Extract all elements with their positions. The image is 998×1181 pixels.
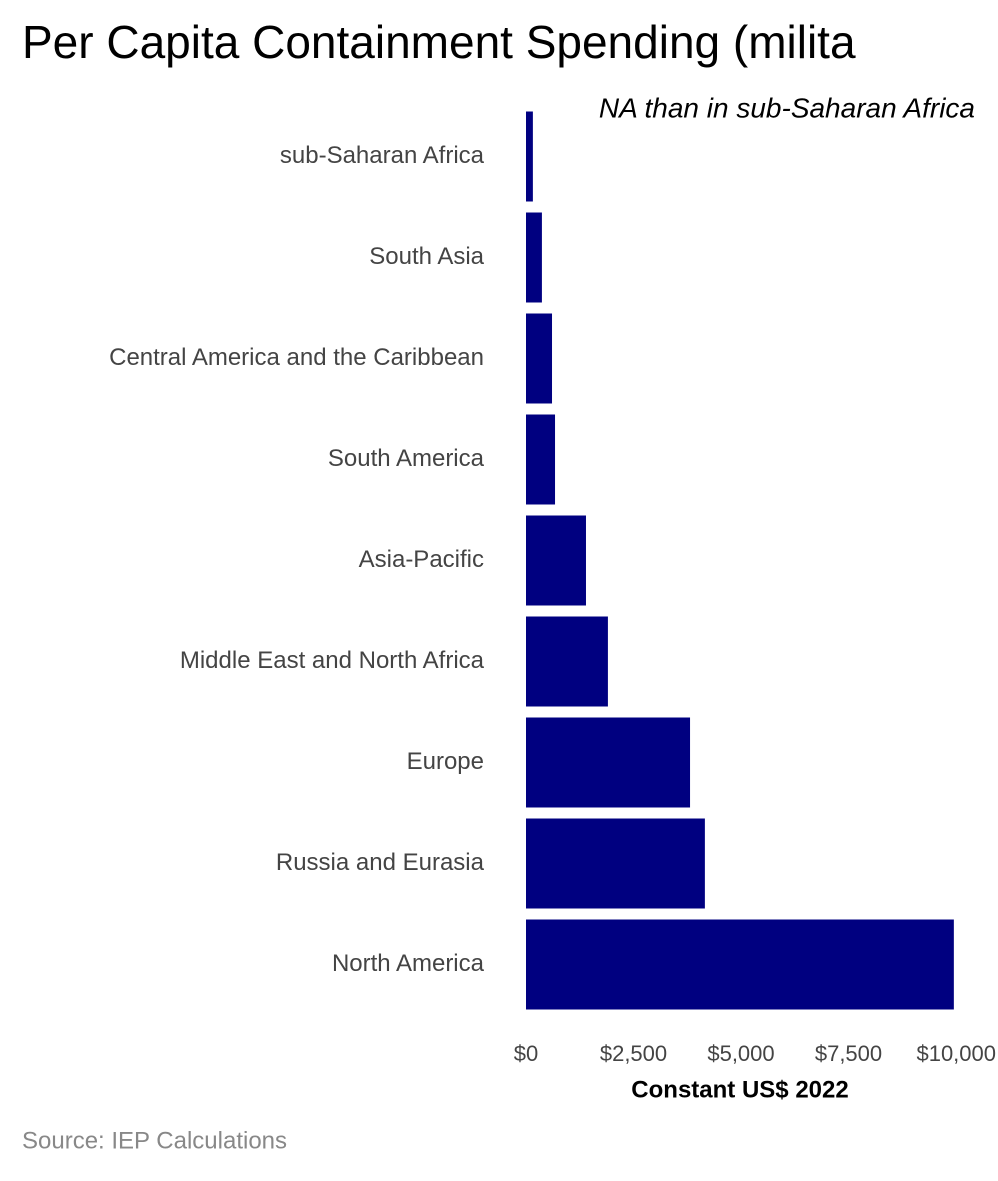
- bar: [526, 313, 553, 404]
- bar: [526, 414, 556, 505]
- bar: [526, 515, 586, 606]
- x-tick-label: $2,500: [600, 1041, 667, 1066]
- x-tick-label: $7,500: [815, 1041, 882, 1066]
- x-tick-label: $10,000: [916, 1041, 996, 1066]
- y-tick-label: sub-Saharan Africa: [280, 142, 485, 169]
- chart-subtitle: NA than in sub-Saharan Africa: [599, 92, 975, 123]
- bar: [526, 818, 705, 909]
- x-tick-label: $0: [514, 1041, 538, 1066]
- y-tick-label: Central America and the Caribbean: [109, 344, 484, 371]
- y-tick-label: Russia and Eurasia: [276, 849, 485, 876]
- y-tick-label: Asia-Pacific: [359, 546, 484, 573]
- x-axis-title: Constant US$ 2022: [631, 1076, 848, 1103]
- x-tick-label: $5,000: [707, 1041, 774, 1066]
- y-tick-label: Europe: [407, 748, 484, 775]
- y-tick-label: South Asia: [369, 243, 484, 270]
- bar: [526, 111, 533, 202]
- y-tick-label: South America: [328, 445, 485, 472]
- y-tick-label: Middle East and North Africa: [180, 647, 485, 674]
- source-note: Source: IEP Calculations: [22, 1127, 287, 1154]
- bar: [526, 212, 542, 303]
- bar: [526, 717, 691, 808]
- bar: [526, 919, 954, 1010]
- y-tick-label: North America: [332, 950, 485, 977]
- bar: [526, 616, 608, 707]
- chart-title: Per Capita Containment Spending (milita: [22, 16, 856, 68]
